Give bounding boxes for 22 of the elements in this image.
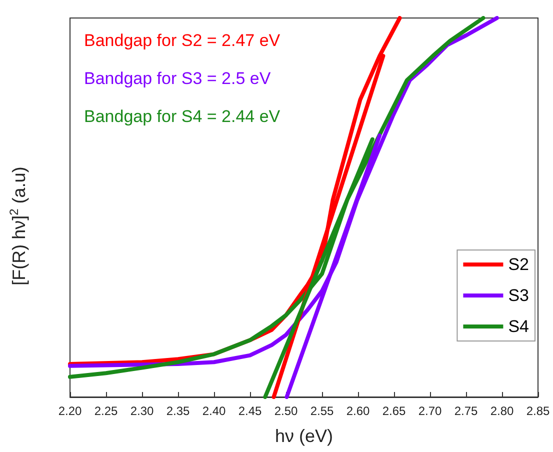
x-tick-label: 2.20 [58,404,82,418]
x-tick-label: 2.35 [166,404,190,418]
annotation: Bandgap for S2 = 2.47 eV [84,31,281,50]
x-tick-label: 2.50 [274,404,298,418]
x-tick-label: 2.75 [454,404,478,418]
x-tick-label: 2.85 [526,404,550,418]
x-tick-label: 2.45 [238,404,262,418]
x-axis-title: hν (eV) [274,426,334,446]
x-tick-label: 2.60 [346,404,370,418]
annotation: Bandgap for S4 = 2.44 eV [84,107,281,126]
legend-label: S4 [508,317,530,336]
legend-label: S2 [508,255,530,274]
x-tick-label: 2.40 [202,404,226,418]
y-axis-title: [F(R) hν]2 (a.u) [7,166,29,286]
legend-label: S3 [508,286,530,305]
x-tick-label: 2.25 [94,404,118,418]
annotation: Bandgap for S3 = 2.5 eV [84,69,272,88]
x-tick-label: 2.65 [382,404,406,418]
x-tick-label: 2.55 [310,404,334,418]
x-tick-label: 2.30 [130,404,154,418]
x-tick-label: 2.80 [490,404,514,418]
x-tick-label: 2.70 [418,404,442,418]
